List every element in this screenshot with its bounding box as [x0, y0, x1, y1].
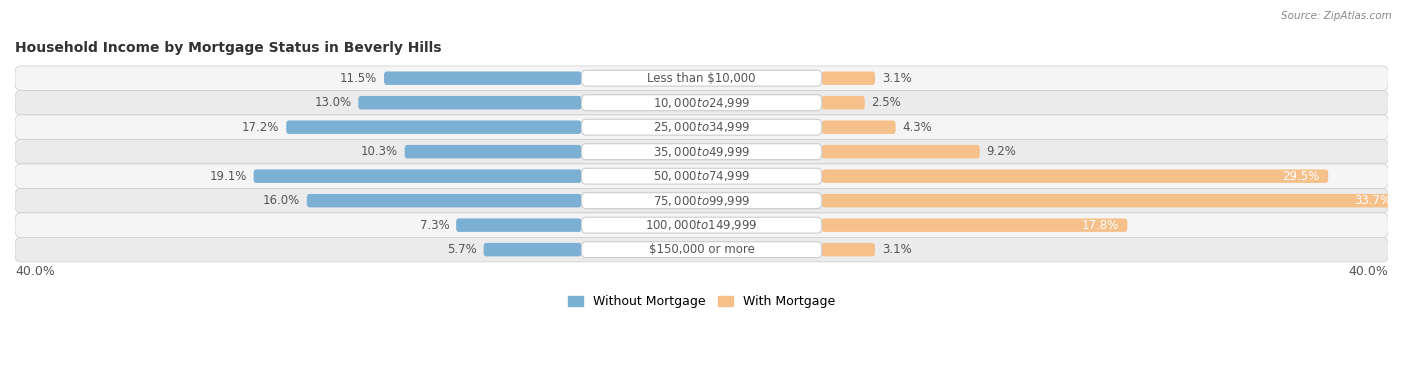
Text: 40.0%: 40.0% — [1348, 265, 1388, 278]
Text: $100,000 to $149,999: $100,000 to $149,999 — [645, 218, 758, 232]
Text: Household Income by Mortgage Status in Beverly Hills: Household Income by Mortgage Status in B… — [15, 41, 441, 55]
FancyBboxPatch shape — [15, 238, 1388, 262]
FancyBboxPatch shape — [287, 120, 582, 134]
Text: 3.1%: 3.1% — [882, 243, 911, 256]
FancyBboxPatch shape — [15, 139, 1388, 164]
FancyBboxPatch shape — [582, 193, 821, 208]
FancyBboxPatch shape — [821, 96, 865, 109]
FancyBboxPatch shape — [582, 119, 821, 135]
FancyBboxPatch shape — [15, 90, 1388, 115]
FancyBboxPatch shape — [582, 70, 821, 86]
Legend: Without Mortgage, With Mortgage: Without Mortgage, With Mortgage — [562, 289, 842, 314]
Text: 10.3%: 10.3% — [361, 145, 398, 158]
FancyBboxPatch shape — [821, 72, 875, 85]
Text: 4.3%: 4.3% — [903, 121, 932, 134]
FancyBboxPatch shape — [15, 115, 1388, 139]
FancyBboxPatch shape — [15, 164, 1388, 188]
Text: 13.0%: 13.0% — [315, 96, 352, 109]
Text: 40.0%: 40.0% — [15, 265, 55, 278]
FancyBboxPatch shape — [821, 218, 1128, 232]
FancyBboxPatch shape — [821, 243, 875, 256]
Text: 9.2%: 9.2% — [987, 145, 1017, 158]
Text: 17.2%: 17.2% — [242, 121, 280, 134]
Text: $150,000 or more: $150,000 or more — [648, 243, 755, 256]
Text: 17.8%: 17.8% — [1081, 219, 1119, 231]
FancyBboxPatch shape — [821, 120, 896, 134]
FancyBboxPatch shape — [582, 168, 821, 184]
Text: $25,000 to $34,999: $25,000 to $34,999 — [652, 120, 751, 134]
FancyBboxPatch shape — [484, 243, 582, 256]
Text: 2.5%: 2.5% — [872, 96, 901, 109]
FancyBboxPatch shape — [821, 169, 1329, 183]
FancyBboxPatch shape — [821, 145, 980, 158]
FancyBboxPatch shape — [384, 72, 582, 85]
FancyBboxPatch shape — [582, 242, 821, 257]
Text: Less than $10,000: Less than $10,000 — [647, 72, 756, 85]
FancyBboxPatch shape — [582, 144, 821, 159]
FancyBboxPatch shape — [15, 66, 1388, 90]
FancyBboxPatch shape — [582, 95, 821, 111]
FancyBboxPatch shape — [821, 194, 1400, 207]
Text: 16.0%: 16.0% — [263, 194, 299, 207]
FancyBboxPatch shape — [456, 218, 582, 232]
Text: $75,000 to $99,999: $75,000 to $99,999 — [652, 194, 751, 208]
Text: 33.7%: 33.7% — [1354, 194, 1392, 207]
FancyBboxPatch shape — [15, 213, 1388, 238]
Text: 11.5%: 11.5% — [340, 72, 377, 85]
Text: 3.1%: 3.1% — [882, 72, 911, 85]
FancyBboxPatch shape — [405, 145, 582, 158]
Text: $35,000 to $49,999: $35,000 to $49,999 — [652, 145, 751, 159]
FancyBboxPatch shape — [582, 217, 821, 233]
FancyBboxPatch shape — [15, 188, 1388, 213]
Text: $50,000 to $74,999: $50,000 to $74,999 — [652, 169, 751, 183]
Text: 5.7%: 5.7% — [447, 243, 477, 256]
Text: Source: ZipAtlas.com: Source: ZipAtlas.com — [1281, 11, 1392, 21]
FancyBboxPatch shape — [359, 96, 582, 109]
FancyBboxPatch shape — [253, 169, 582, 183]
Text: 19.1%: 19.1% — [209, 170, 246, 183]
Text: 29.5%: 29.5% — [1282, 170, 1320, 183]
Text: 7.3%: 7.3% — [419, 219, 450, 231]
FancyBboxPatch shape — [307, 194, 582, 207]
Text: $10,000 to $24,999: $10,000 to $24,999 — [652, 96, 751, 110]
